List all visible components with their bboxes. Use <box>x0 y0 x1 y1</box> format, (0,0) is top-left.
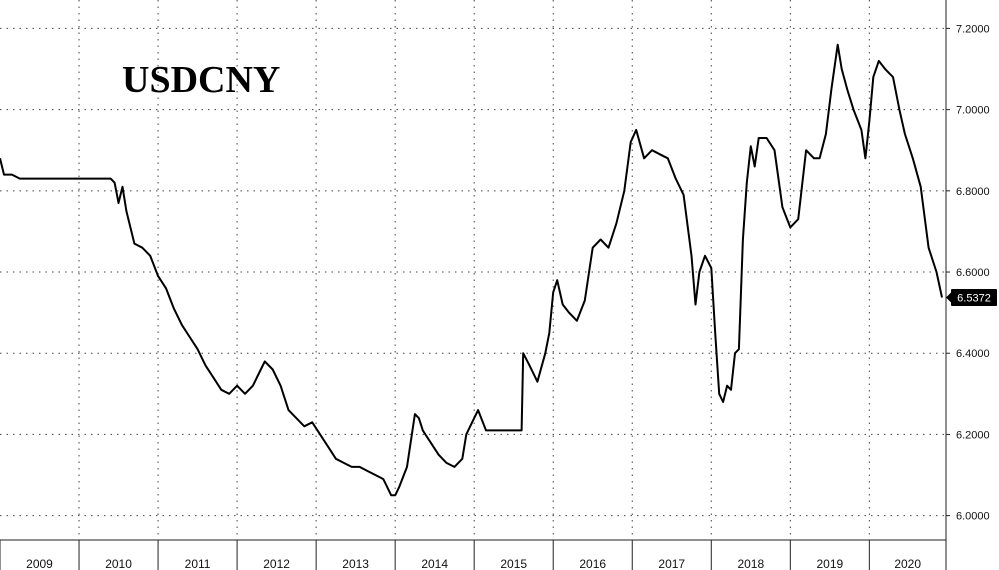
x-tick-label: 2020 <box>894 557 921 570</box>
y-tick-label: 6.8000 <box>956 186 990 198</box>
y-axis-ticks: 6.0000 6.2000 6.4000 6.6000 6.8000 7.0000 7.20… <box>946 23 990 523</box>
x-tick-label: 2015 <box>500 557 527 570</box>
y-tick-label: 6.4000 <box>956 348 990 360</box>
x-tick-label: 2016 <box>579 557 606 570</box>
last-value-badge-pointer <box>946 292 951 303</box>
y-tick-label: 6.0000 <box>956 511 990 523</box>
usdcny-series-line <box>0 43 943 497</box>
x-tick-label: 2018 <box>737 557 764 570</box>
x-tick-label: 2011 <box>185 557 211 570</box>
chart-title: USDCNY <box>122 59 280 101</box>
last-value-label: 6.5372 <box>957 293 991 305</box>
y-tick-label: 6.2000 <box>956 429 990 441</box>
last-value-badge: 6.5372 <box>946 289 997 307</box>
x-tick-label: 2013 <box>342 557 369 570</box>
x-axis-ticks: 2009 2010 2011 2012 2013 2014 2015 2016 2017 2018… <box>0 540 947 570</box>
x-tick-label: 2019 <box>816 557 843 570</box>
x-tick-label: 2012 <box>263 557 290 570</box>
x-tick-label: 2009 <box>26 557 53 570</box>
last-value-badge-bg <box>951 289 997 307</box>
x-tick-label: 2014 <box>421 557 448 570</box>
y-tick-label: 7.0000 <box>956 105 990 117</box>
y-tick-label: 6.6000 <box>956 267 990 279</box>
x-tick-label: 2010 <box>105 557 132 570</box>
y-tick-label: 7.2000 <box>956 23 990 35</box>
x-tick-label: 2017 <box>658 557 685 570</box>
vertical-gridlines <box>78 0 870 540</box>
